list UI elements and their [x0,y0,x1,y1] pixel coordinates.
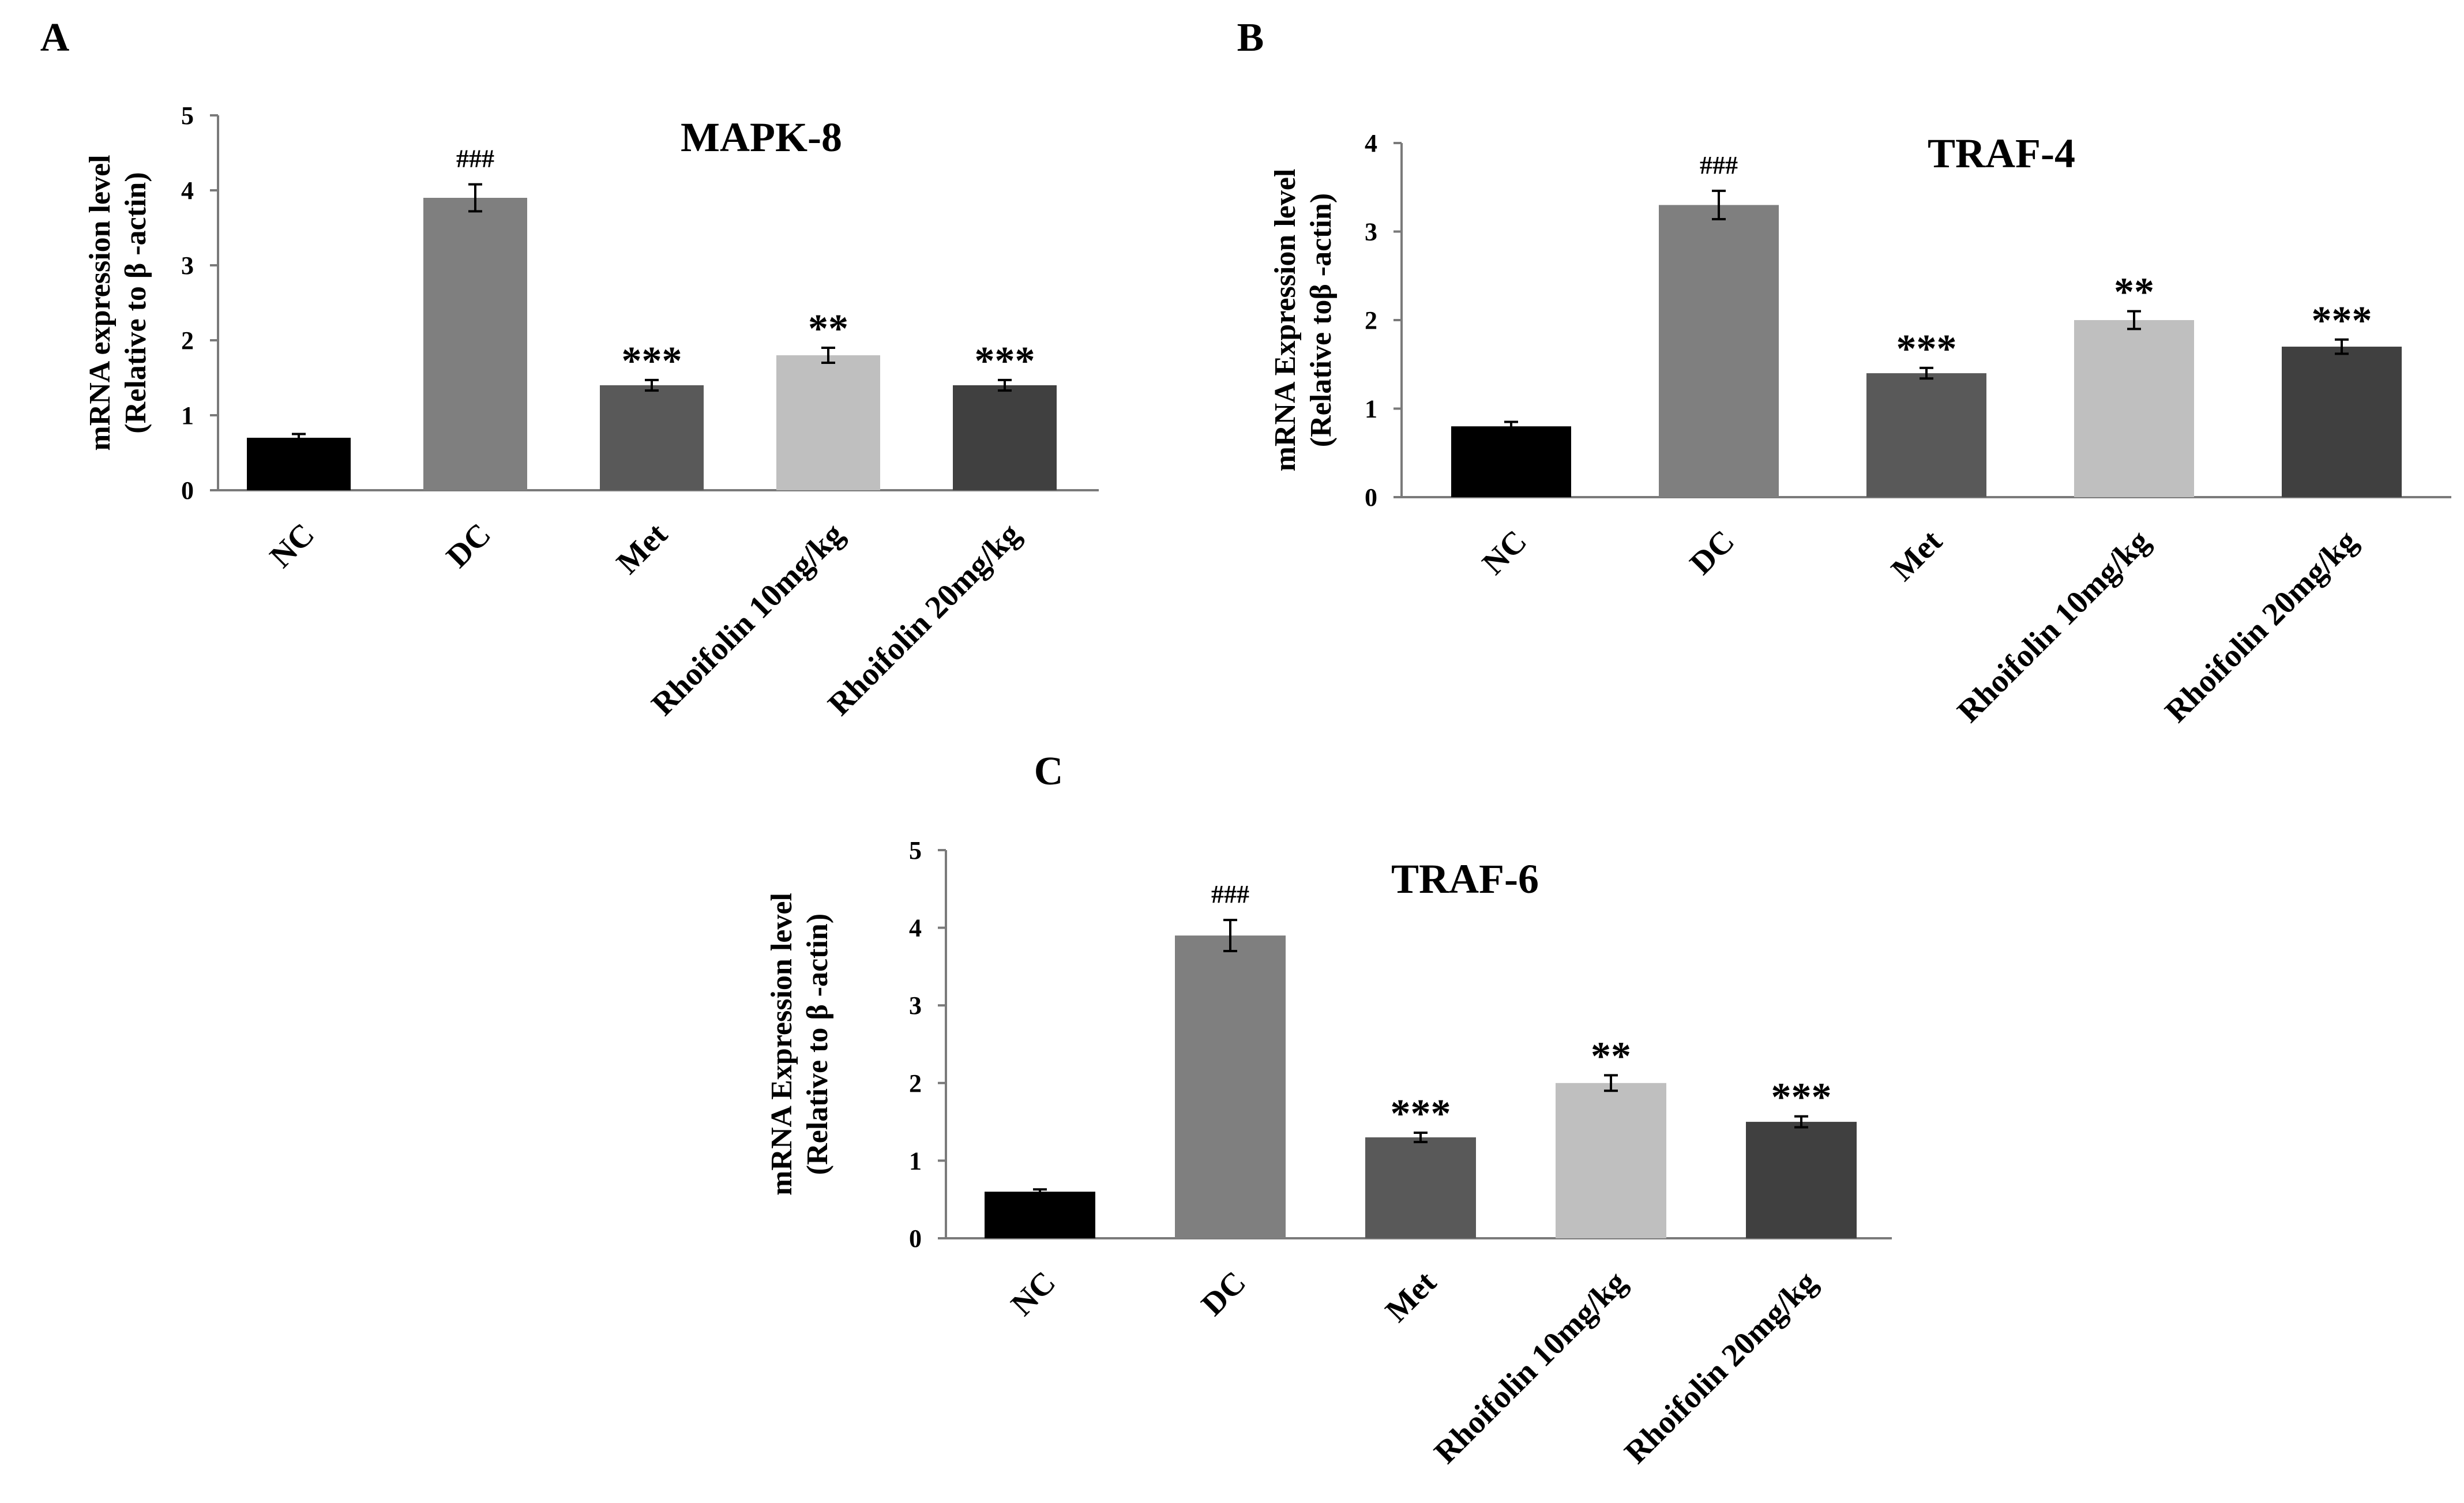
y-axis-label: mRNA Expression level [765,893,798,1196]
y-tick-label: 1 [909,1147,922,1175]
category-label: NC [1475,523,1534,581]
category-label: Rhoifolin 20mg/kg [821,516,1027,722]
chart-title: TRAF-6 [1391,856,1539,902]
bar [985,1192,1095,1238]
bar [2074,320,2194,497]
bar [600,385,704,490]
category-label: Rhoifolin 20mg/kg [1618,1264,1824,1470]
bar [953,385,1057,490]
significance-label: *** [1771,1076,1832,1120]
y-axis-label: (Relative toβ -actin) [1305,193,1338,447]
bar [2282,347,2402,497]
bar [1556,1083,1666,1238]
significance-label: ### [456,145,494,173]
significance-label: *** [1896,327,1957,371]
y-tick-label: 3 [181,251,194,280]
category-label: Rhoifolin 20mg/kg [2158,523,2364,729]
bar [423,198,527,490]
y-tick-label: 1 [181,401,194,430]
category-label: NC [263,516,321,574]
bar [776,355,880,490]
bar [1365,1137,1476,1238]
chart-panel-a: A MAPK-8 0 1 2 3 4 5 mRNA expression level (Relat… [40,16,1099,723]
y-axis-label: (Relative to β -actin) [801,914,834,1175]
chart-title: TRAF-4 [1928,130,2075,176]
category-label: DC [1683,523,1741,581]
significance-label: *** [2312,299,2372,343]
category-label: Rhoifolin 10mg/kg [1428,1264,1633,1470]
y-tick-label: 0 [1365,483,1377,512]
panel-letter: B [1237,16,1264,60]
bar [1659,205,1779,497]
y-axis-label: (Relative to β -actin) [119,172,152,433]
category-label: NC [1004,1264,1062,1322]
category-label: Rhoifolin 10mg/kg [1951,523,2157,729]
y-tick-label: 2 [909,1069,922,1098]
category-label: Met [1884,523,1949,588]
y-tick-label: 5 [181,102,194,130]
significance-label: ### [1700,151,1738,179]
panel-letter: C [1034,749,1064,794]
category-label: Rhoifolin 10mg/kg [645,516,851,722]
significance-label: ** [808,307,848,351]
significance-label: *** [1391,1092,1451,1136]
bar [1746,1122,1857,1238]
significance-label: ** [1591,1034,1631,1079]
bar [247,438,351,490]
bar [1175,935,1286,1238]
y-tick-label: 4 [1365,129,1377,157]
chart-panel-c: C TRAF-6 0 1 2 3 4 5 mRNA Expression level (Relat… [765,749,1892,1471]
significance-label: ** [2114,270,2154,315]
significance-label: *** [975,339,1035,384]
category-label: DC [1195,1264,1253,1322]
y-tick-label: 1 [1365,395,1377,423]
y-tick-label: 3 [909,991,922,1020]
significance-label: ### [1211,880,1249,908]
category-label: DC [440,516,498,574]
category-label: Met [1379,1264,1443,1329]
y-axis-label: mRNA Expression level [1269,169,1302,472]
y-tick-label: 0 [909,1224,922,1253]
bar [1451,426,1571,497]
y-tick-label: 0 [181,476,194,505]
panel-letter: A [40,16,70,60]
chart-panel-b: B TRAF-4 0 1 2 3 4 mRNA Expression level (Relati… [1237,16,2451,730]
y-axis-label: mRNA expression level [84,155,117,450]
y-tick-label: 5 [909,836,922,865]
significance-label: *** [622,339,682,384]
y-tick-label: 4 [909,914,922,942]
bar [1866,373,1986,497]
chart-title: MAPK-8 [681,114,842,160]
category-label: Met [610,516,674,581]
y-tick-label: 3 [1365,218,1377,246]
y-tick-label: 2 [181,326,194,355]
y-tick-label: 4 [181,176,194,205]
y-tick-label: 2 [1365,306,1377,335]
